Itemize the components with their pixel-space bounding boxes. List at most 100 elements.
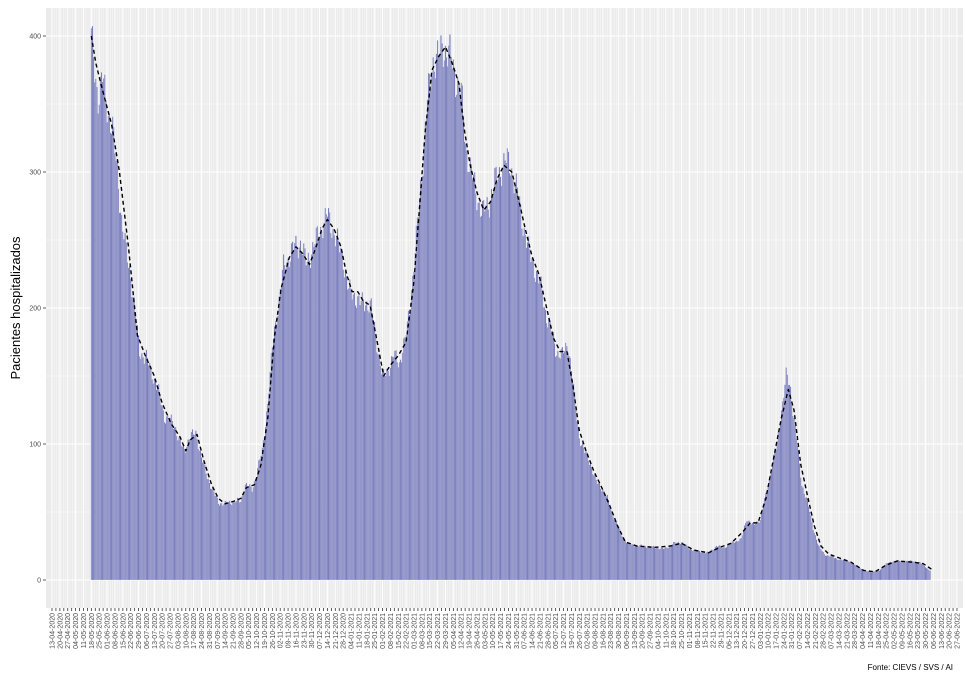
- daily-bar: [744, 522, 747, 581]
- daily-bar: [861, 569, 864, 581]
- daily-bar: [898, 560, 901, 581]
- daily-bar: [873, 571, 875, 581]
- x-tick-label: 06-09-2021: [624, 613, 631, 649]
- x-tick-label: 15-02-2021: [396, 613, 403, 649]
- daily-bar: [716, 546, 719, 581]
- x-tick-label: 14-06-2021: [530, 613, 537, 649]
- daily-bar: [824, 555, 827, 581]
- daily-bar: [404, 337, 406, 581]
- x-tick-label: 07-03-2022: [829, 613, 836, 649]
- x-tick-label: 15-11-2021: [703, 613, 710, 648]
- daily-bar: [503, 152, 505, 581]
- daily-bar: [863, 570, 865, 581]
- daily-bar: [711, 549, 713, 581]
- x-tick-label: 12-04-2021: [459, 613, 466, 649]
- daily-bar: [668, 546, 670, 581]
- trend-line: [90, 35, 934, 573]
- daily-bar: [190, 431, 193, 581]
- daily-bar: [97, 113, 99, 581]
- daily-bar: [327, 207, 330, 581]
- daily-bar: [821, 550, 823, 581]
- daily-bar: [864, 570, 866, 581]
- daily-bar: [357, 296, 359, 581]
- daily-bar: [128, 265, 131, 581]
- x-tick-label: 01-02-2021: [380, 613, 387, 649]
- daily-bar: [666, 547, 668, 581]
- daily-bar: [878, 570, 881, 581]
- daily-bar: [838, 559, 840, 581]
- x-tick-label: 11-04-2022: [868, 613, 875, 648]
- daily-bar: [385, 375, 387, 581]
- daily-bar: [513, 193, 515, 581]
- daily-bar: [827, 554, 829, 581]
- daily-bar: [737, 541, 739, 581]
- daily-bar: [213, 491, 215, 581]
- x-tick-label: 09-11-2020: [286, 613, 293, 648]
- daily-bar: [761, 509, 764, 581]
- daily-bar: [612, 516, 614, 581]
- x-tick-label: 29-06-2020: [136, 613, 143, 649]
- daily-bar: [675, 543, 677, 581]
- daily-bar: [121, 214, 123, 581]
- daily-bar: [144, 356, 146, 581]
- daily-bar: [831, 555, 833, 581]
- daily-bar: [695, 550, 697, 581]
- daily-bar: [340, 247, 342, 581]
- daily-bar: [221, 503, 223, 581]
- daily-bar: [505, 162, 507, 581]
- daily-bar: [758, 522, 760, 581]
- x-tick-label: 13-06-2022: [939, 613, 946, 649]
- daily-bar: [331, 237, 333, 581]
- daily-bar: [594, 474, 596, 581]
- daily-bar: [279, 288, 281, 581]
- daily-bar: [752, 523, 755, 581]
- x-tick-label: 24-01-2022: [781, 613, 788, 649]
- daily-bar: [358, 295, 360, 581]
- daily-bar: [746, 521, 748, 581]
- daily-bar: [552, 331, 555, 581]
- daily-bar: [577, 426, 579, 581]
- x-tick-label: 20-07-2020: [160, 613, 167, 649]
- daily-bar: [774, 451, 776, 581]
- x-tick-label: 21-03-2022: [844, 613, 851, 649]
- x-tick-label: 27-06-2022: [955, 613, 962, 649]
- daily-bar: [345, 275, 348, 581]
- x-tick-label: 19-04-2021: [467, 613, 474, 649]
- daily-bar: [342, 269, 344, 581]
- daily-bar: [907, 561, 910, 581]
- daily-bar: [326, 216, 329, 581]
- daily-bar: [254, 479, 257, 581]
- daily-bar: [643, 545, 646, 581]
- daily-bar: [599, 488, 602, 581]
- x-tick-label: 13-07-2020: [152, 613, 159, 649]
- daily-bar: [834, 557, 837, 581]
- daily-bar: [868, 571, 870, 581]
- daily-bar: [315, 227, 317, 581]
- daily-bar: [318, 238, 321, 581]
- daily-bar: [341, 251, 343, 581]
- daily-bar: [468, 171, 470, 581]
- daily-bar: [158, 383, 160, 581]
- daily-bar: [628, 542, 630, 581]
- daily-bar: [584, 452, 586, 581]
- daily-bar: [116, 162, 118, 581]
- daily-bar: [234, 502, 236, 581]
- daily-bar: [529, 248, 531, 581]
- daily-bar: [697, 550, 700, 581]
- daily-bar: [366, 301, 368, 581]
- daily-bar: [892, 561, 894, 581]
- daily-bar: [682, 542, 684, 581]
- daily-bar: [151, 379, 153, 581]
- daily-bar: [815, 539, 818, 581]
- daily-bar: [434, 77, 437, 581]
- daily-bar: [828, 555, 830, 581]
- daily-bar: [165, 416, 168, 581]
- daily-bar: [181, 446, 184, 581]
- x-tick-label: 01-03-2021: [412, 613, 419, 649]
- daily-bar: [458, 84, 460, 581]
- daily-bar: [629, 544, 631, 581]
- daily-bar: [304, 248, 306, 581]
- daily-bar: [270, 352, 272, 581]
- daily-bar: [776, 440, 778, 581]
- daily-bar: [130, 278, 132, 581]
